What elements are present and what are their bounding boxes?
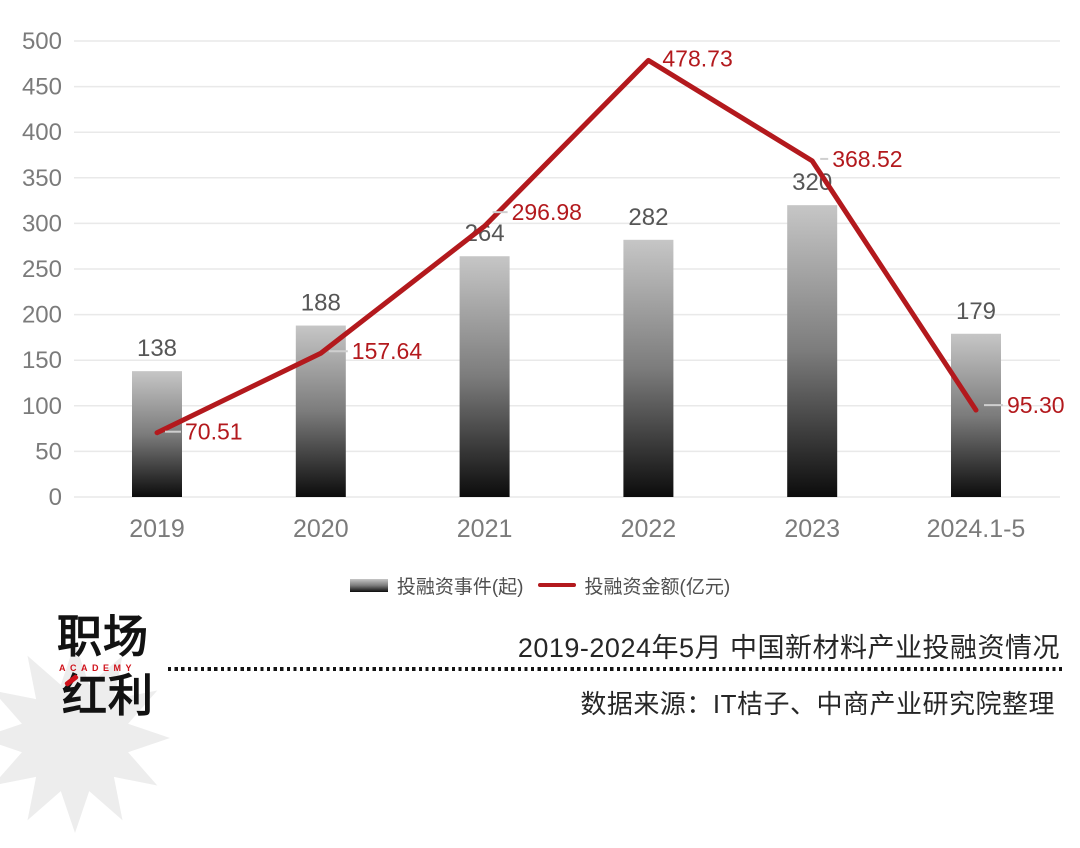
dotted-divider [168, 667, 1062, 671]
bar [951, 333, 1001, 497]
y-axis-tick-label: 150 [22, 347, 62, 374]
bar-value-label: 188 [301, 290, 341, 317]
legend-item-events: 投融资事件(起) [349, 572, 524, 599]
x-axis-label: 2020 [293, 515, 349, 543]
legend-line-label: 投融资金额(亿元) [584, 576, 731, 598]
x-axis-label: 2022 [621, 515, 677, 543]
data-source-note: 数据来源：IT桔子、中商产业研究院整理 [580, 689, 1055, 719]
y-axis-tick-label: 500 [22, 28, 62, 55]
line-series-swatch-icon [537, 583, 576, 587]
line-value-label: 157.64 [352, 338, 423, 364]
trend-line [154, 57, 979, 436]
chart-canvas: 0 50 100 150 200 250 300 350 400 450 500 138 2019 188… [22, 28, 1065, 543]
logo-academy-text: ACADEMY [59, 663, 137, 673]
y-axis-tick-label: 450 [22, 74, 62, 101]
line-value-label: 95.30 [1007, 392, 1065, 418]
x-axis-label: 2021 [457, 515, 513, 543]
chart-title: 2019-2024年5月 中国新材料产业投融资情况 [517, 633, 1060, 663]
combo-chart: 0 50 100 150 200 250 300 350 400 450 500 138 2019 188… [22, 28, 1065, 543]
bar-value-label: 179 [956, 298, 996, 325]
bar-series-swatch-icon [349, 578, 388, 592]
chart-legend: 投融资事件(起) 投融资金额(亿元) [0, 570, 1080, 600]
line-value-label: 70.51 [185, 419, 243, 445]
x-axis-label: 2019 [129, 515, 185, 543]
line-value-label: 368.52 [832, 146, 902, 172]
y-axis-tick-label: 350 [22, 165, 62, 192]
line-value-label: 478.73 [662, 45, 732, 71]
bar [623, 239, 674, 498]
y-axis-tick-label: 200 [22, 302, 62, 329]
y-axis-tick-label: 300 [22, 210, 62, 237]
x-axis-label: 2024.1-5 [927, 515, 1026, 543]
y-axis-tick-label: 50 [35, 438, 62, 465]
brand-logo: 职场 ACADEMY 红利 [0, 600, 220, 833]
bar [787, 205, 838, 497]
x-axis-label: 2023 [784, 515, 840, 543]
logo-text-top: 职场 [57, 611, 150, 662]
y-axis-tick-label: 250 [22, 256, 62, 283]
bar-value-label: 282 [628, 204, 668, 231]
legend-bar-label: 投融资事件(起) [396, 576, 524, 598]
legend-item-amount: 投融资金额(亿元) [537, 572, 731, 599]
bar-value-label: 138 [137, 335, 177, 362]
line-value-label: 296.98 [512, 199, 582, 225]
y-axis-tick-label: 0 [49, 484, 62, 511]
bar [459, 256, 510, 497]
y-axis-tick-label: 400 [22, 119, 62, 146]
logo-text-bottom: 红利 [62, 670, 155, 721]
y-axis-tick-label: 100 [22, 393, 62, 420]
